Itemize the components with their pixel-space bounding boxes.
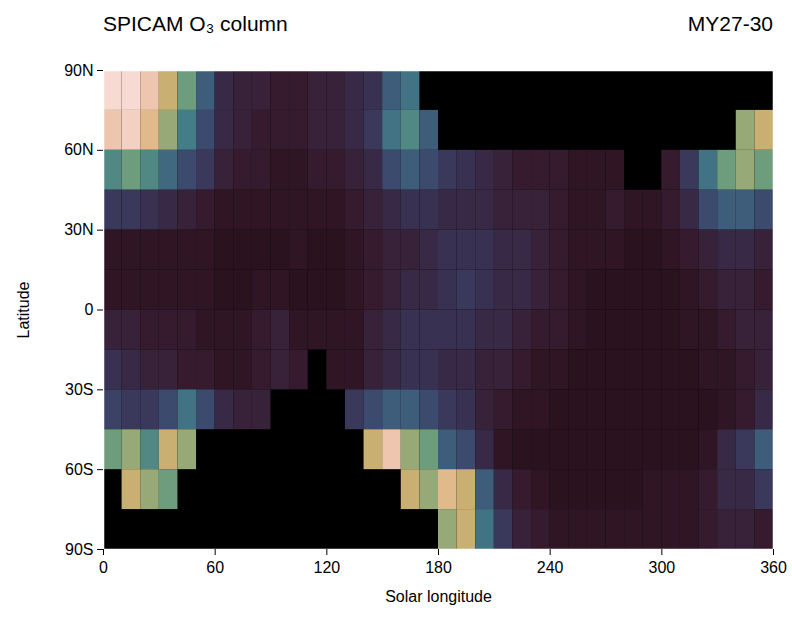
svg-text:Latitude: Latitude xyxy=(15,281,32,338)
svg-text:30N: 30N xyxy=(64,221,93,238)
svg-text:120: 120 xyxy=(313,559,340,576)
svg-text:90N: 90N xyxy=(64,62,93,79)
svg-text:180: 180 xyxy=(425,559,452,576)
svg-text:Solar longitude: Solar longitude xyxy=(385,588,492,605)
svg-text:0: 0 xyxy=(85,301,94,318)
html-text:SPICAM O₃ column: SPICAM O₃ column xyxy=(103,12,288,35)
svg-text:30S: 30S xyxy=(65,381,93,398)
svg-text:300: 300 xyxy=(648,559,675,576)
svg-text:90S: 90S xyxy=(65,541,93,558)
svg-text:360: 360 xyxy=(760,559,787,576)
svg-text:60N: 60N xyxy=(64,141,93,158)
svg-text:60S: 60S xyxy=(65,461,93,478)
svg-text:0: 0 xyxy=(99,559,108,576)
html-text:MY27-30: MY27-30 xyxy=(687,12,773,35)
svg-text:60: 60 xyxy=(206,559,224,576)
svg-text:240: 240 xyxy=(537,559,564,576)
